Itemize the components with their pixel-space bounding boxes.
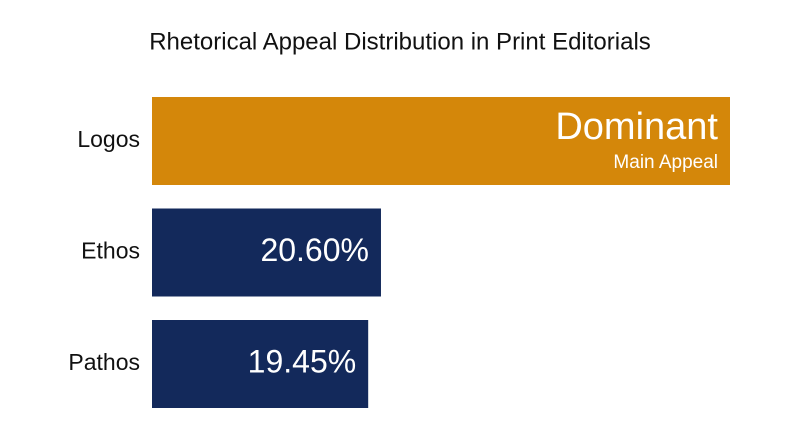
data-label: 20.60% (260, 232, 369, 268)
annotation: Main Appeal (613, 152, 718, 173)
y-tick-label: Pathos (68, 349, 140, 375)
data-label: 19.45% (248, 343, 357, 379)
y-tick-label: Logos (77, 126, 140, 152)
bar (152, 208, 381, 297)
chart-title: Rhetorical Appeal Distribution in Print … (149, 28, 651, 55)
data-label: Dominant (555, 106, 718, 148)
y-tick-label: Ethos (81, 238, 140, 264)
bar (152, 97, 730, 185)
bar (152, 320, 369, 408)
